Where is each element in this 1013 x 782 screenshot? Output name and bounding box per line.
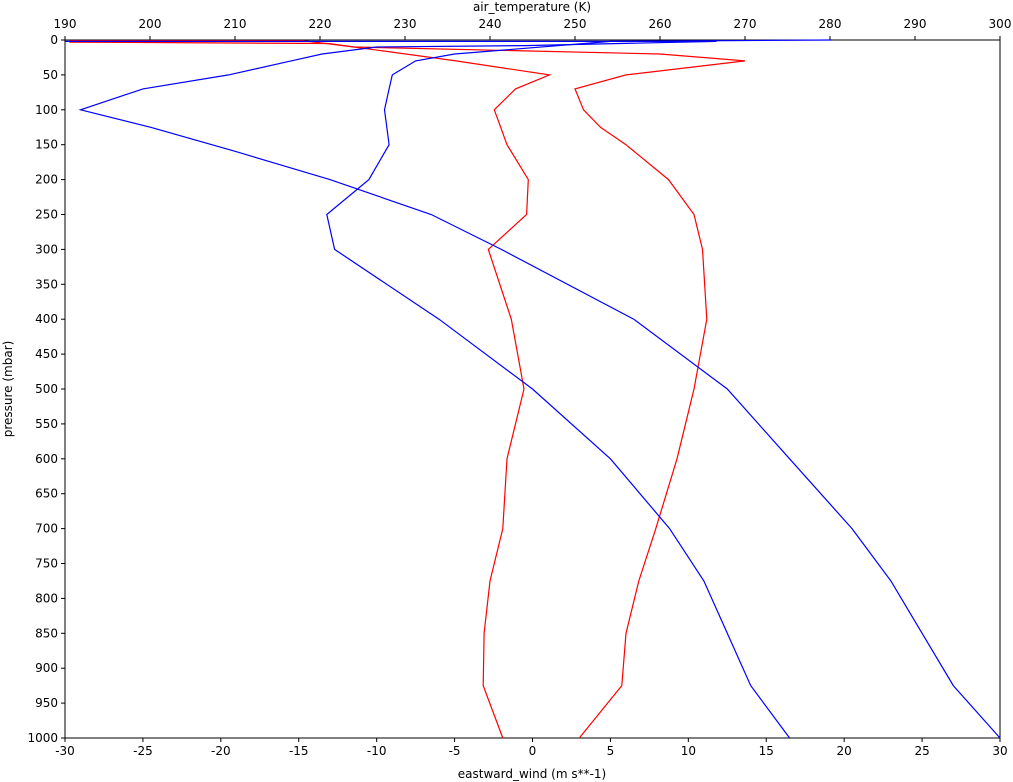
bottom-tick-label: -15 xyxy=(289,744,309,758)
bottom-tick-label: 15 xyxy=(759,744,774,758)
bottom-tick-label: -30 xyxy=(55,744,75,758)
left-tick-label: 450 xyxy=(35,347,58,361)
top-tick-label: 260 xyxy=(649,17,672,31)
wind-line-4 xyxy=(326,39,832,739)
left-tick-label: 0 xyxy=(50,33,58,47)
left-axis-ticks: 0 50 100 150 200 250 300 350 400 450 500 550 600 650 7… xyxy=(27,33,65,745)
top-tick-label: 240 xyxy=(479,17,502,31)
temperature-line-2 xyxy=(69,40,746,739)
bottom-axis-ticks: -30 -25 -20 -15 -10 -5 0 5 10 15 20 25 30 xyxy=(55,738,1008,758)
left-tick-label: 550 xyxy=(35,417,58,431)
top-tick-label: 280 xyxy=(819,17,842,31)
left-tick-label: 600 xyxy=(35,452,58,466)
series-layer xyxy=(65,39,1001,739)
left-tick-label: 950 xyxy=(35,696,58,710)
top-tick-label: 270 xyxy=(734,17,757,31)
top-tick-label: 300 xyxy=(989,17,1012,31)
left-tick-label: 750 xyxy=(35,557,58,571)
bottom-tick-label: -5 xyxy=(449,744,461,758)
left-tick-label: 900 xyxy=(35,661,58,675)
bottom-tick-label: 25 xyxy=(914,744,929,758)
left-tick-label: 700 xyxy=(35,522,58,536)
top-tick-label: 230 xyxy=(394,17,417,31)
left-tick-label: 400 xyxy=(35,312,58,326)
left-tick-label: 1000 xyxy=(27,731,58,745)
bottom-tick-label: 5 xyxy=(607,744,615,758)
left-tick-label: 200 xyxy=(35,173,58,187)
top-tick-label: 220 xyxy=(309,17,332,31)
top-axis-label: air_temperature (K) xyxy=(473,0,591,14)
left-tick-label: 350 xyxy=(35,277,58,291)
top-tick-label: 290 xyxy=(904,17,927,31)
bottom-tick-label: 0 xyxy=(529,744,537,758)
bottom-axis-label: eastward_wind (m s**-1) xyxy=(458,767,606,781)
left-tick-label: 300 xyxy=(35,242,58,256)
top-tick-label: 250 xyxy=(564,17,587,31)
bottom-tick-label: -25 xyxy=(133,744,153,758)
top-tick-label: 190 xyxy=(54,17,77,31)
top-axis-ticks: 190 200 210 220 230 240 250 260 270 280 290 300 xyxy=(54,17,1012,40)
left-axis-label: pressure (mbar) xyxy=(1,341,15,438)
left-tick-label: 50 xyxy=(43,68,58,82)
left-tick-label: 100 xyxy=(35,103,58,117)
bottom-tick-label: 20 xyxy=(837,744,852,758)
bottom-tick-label: -20 xyxy=(211,744,231,758)
bottom-tick-label: 10 xyxy=(681,744,696,758)
left-tick-label: 800 xyxy=(35,591,58,605)
wind-line-3 xyxy=(65,40,1001,739)
left-tick-label: 650 xyxy=(35,487,58,501)
bottom-tick-label: -10 xyxy=(367,744,387,758)
left-tick-label: 250 xyxy=(35,208,58,222)
bottom-tick-label: 30 xyxy=(992,744,1007,758)
left-tick-label: 850 xyxy=(35,626,58,640)
top-tick-label: 200 xyxy=(139,17,162,31)
temperature-line-1 xyxy=(69,41,552,739)
left-tick-label: 500 xyxy=(35,382,58,396)
left-tick-label: 150 xyxy=(35,138,58,152)
top-tick-label: 210 xyxy=(224,17,247,31)
